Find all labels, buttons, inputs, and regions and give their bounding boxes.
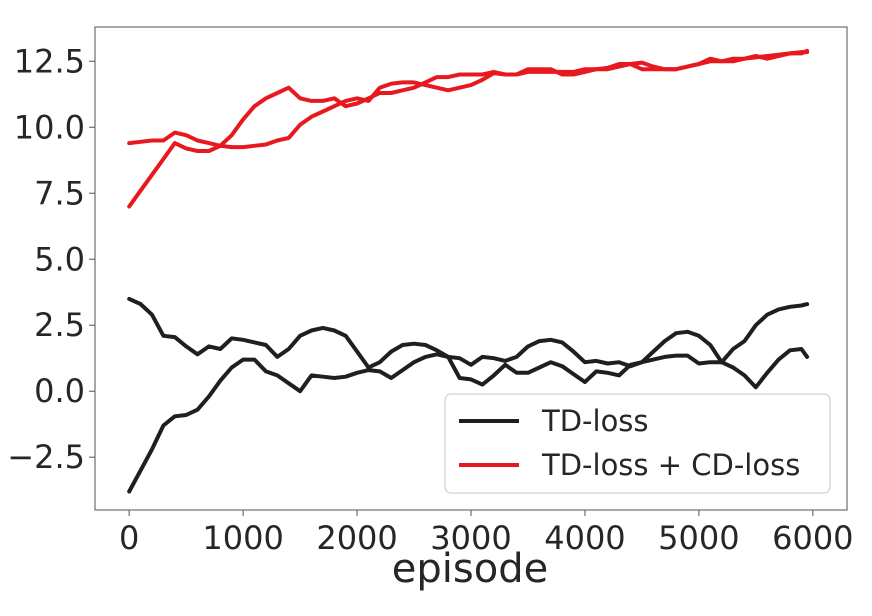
y-tick-label: 2.5 — [34, 306, 85, 344]
legend-box — [444, 393, 831, 494]
series-line-td-loss-run-0 — [127, 296, 810, 390]
x-tick-label: 6000 — [772, 519, 853, 557]
legend-label-td-cd-loss: TD-loss + CD-loss — [541, 448, 800, 482]
y-tick-label: 10.0 — [14, 108, 85, 146]
series-line-td-loss-run-1 — [127, 302, 810, 494]
series-layer — [127, 48, 810, 494]
legend: TD-loss TD-loss + CD-loss — [444, 393, 831, 494]
y-tick-label: 0.0 — [34, 372, 85, 410]
series-line-td-cd-loss-run-2 — [127, 48, 810, 209]
x-tick-label: 0 — [119, 519, 139, 557]
y-tick-label: 12.5 — [14, 42, 85, 80]
y-tick-label: 5.0 — [34, 240, 85, 278]
y-axis-ticks: −2.5 0.0 2.5 5.0 7.5 10.0 12.5 — [7, 42, 95, 476]
x-tick-label: 4000 — [544, 519, 625, 557]
x-tick-label: 3000 — [430, 519, 511, 557]
x-axis-ticks: 0 1000 2000 3000 4000 5000 6000 — [119, 510, 854, 557]
x-tick-label: 5000 — [658, 519, 739, 557]
x-tick-label: 1000 — [202, 519, 283, 557]
x-axis-title: episode — [392, 546, 548, 592]
y-tick-label: −2.5 — [7, 438, 85, 476]
x-tick-label: 2000 — [316, 519, 397, 557]
series-line-td-cd-loss-run-3 — [127, 50, 810, 150]
y-tick-label: 7.5 — [34, 174, 85, 212]
legend-label-td-loss: TD-loss — [541, 404, 649, 438]
